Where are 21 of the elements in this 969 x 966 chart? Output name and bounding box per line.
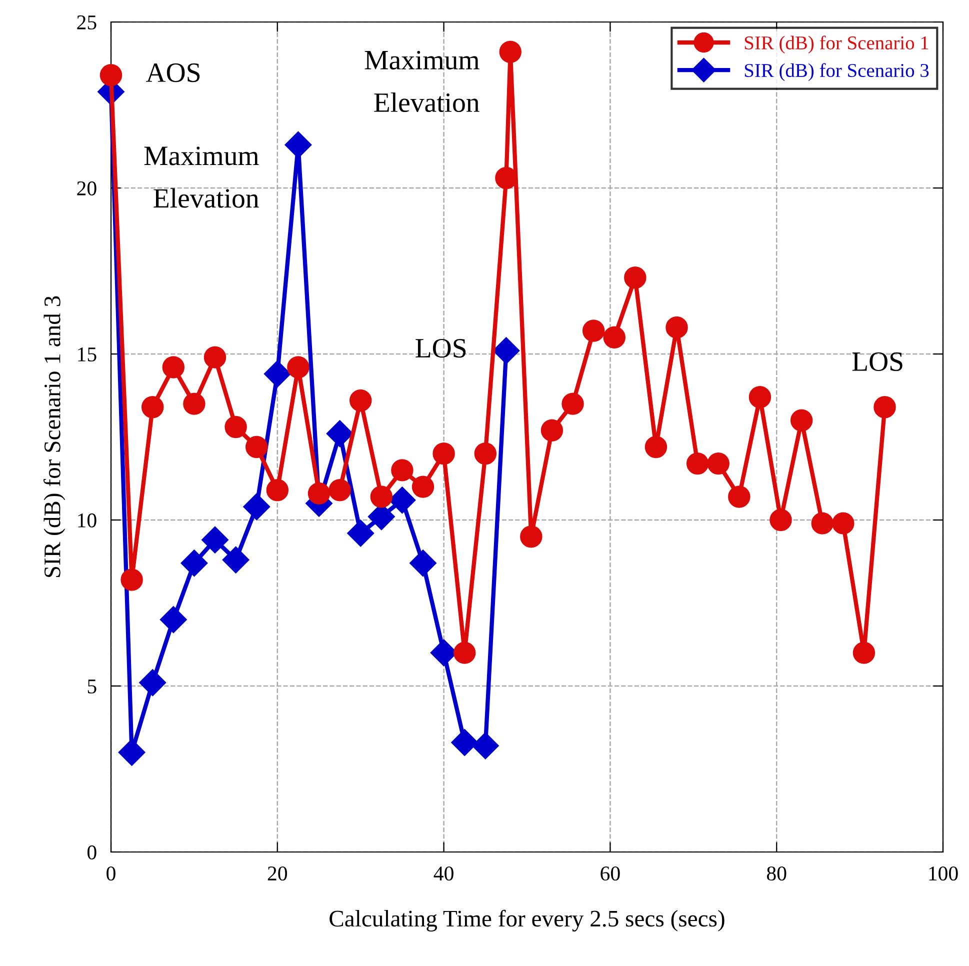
y-tick-label: 0 bbox=[87, 845, 96, 860]
y-tick-label: 25 bbox=[77, 15, 96, 30]
annotation: LOS bbox=[416, 338, 466, 358]
x-tick-label: 20 bbox=[268, 866, 288, 881]
annotation: Maximum Elevation bbox=[364, 50, 480, 112]
annotation: Maximum Elevation bbox=[144, 146, 259, 208]
y-tick-label: 20 bbox=[77, 181, 96, 196]
x-axis-title: Calculating Time for every 2.5 secs (secs) bbox=[330, 910, 724, 932]
legend-label: SIR (dB) for Scenario 3 bbox=[744, 63, 929, 81]
x-tick-label: 60 bbox=[600, 866, 620, 881]
legend-label: SIR (dB) for Scenario 1 bbox=[744, 36, 928, 54]
annotation: LOS bbox=[852, 352, 902, 372]
x-tick-label: 80 bbox=[766, 866, 786, 881]
x-tick-label: 100 bbox=[929, 866, 958, 881]
annotation: AOS bbox=[146, 63, 200, 82]
y-axis-title: SIR (dB) for Scenario 1 and 3 bbox=[44, 296, 66, 578]
y-tick-label: 5 bbox=[88, 680, 96, 694]
x-tick-label: 40 bbox=[434, 866, 454, 881]
x-tick-label: 0 bbox=[106, 866, 116, 881]
y-tick-label: 15 bbox=[78, 347, 96, 362]
y-tick-label: 10 bbox=[78, 513, 96, 528]
